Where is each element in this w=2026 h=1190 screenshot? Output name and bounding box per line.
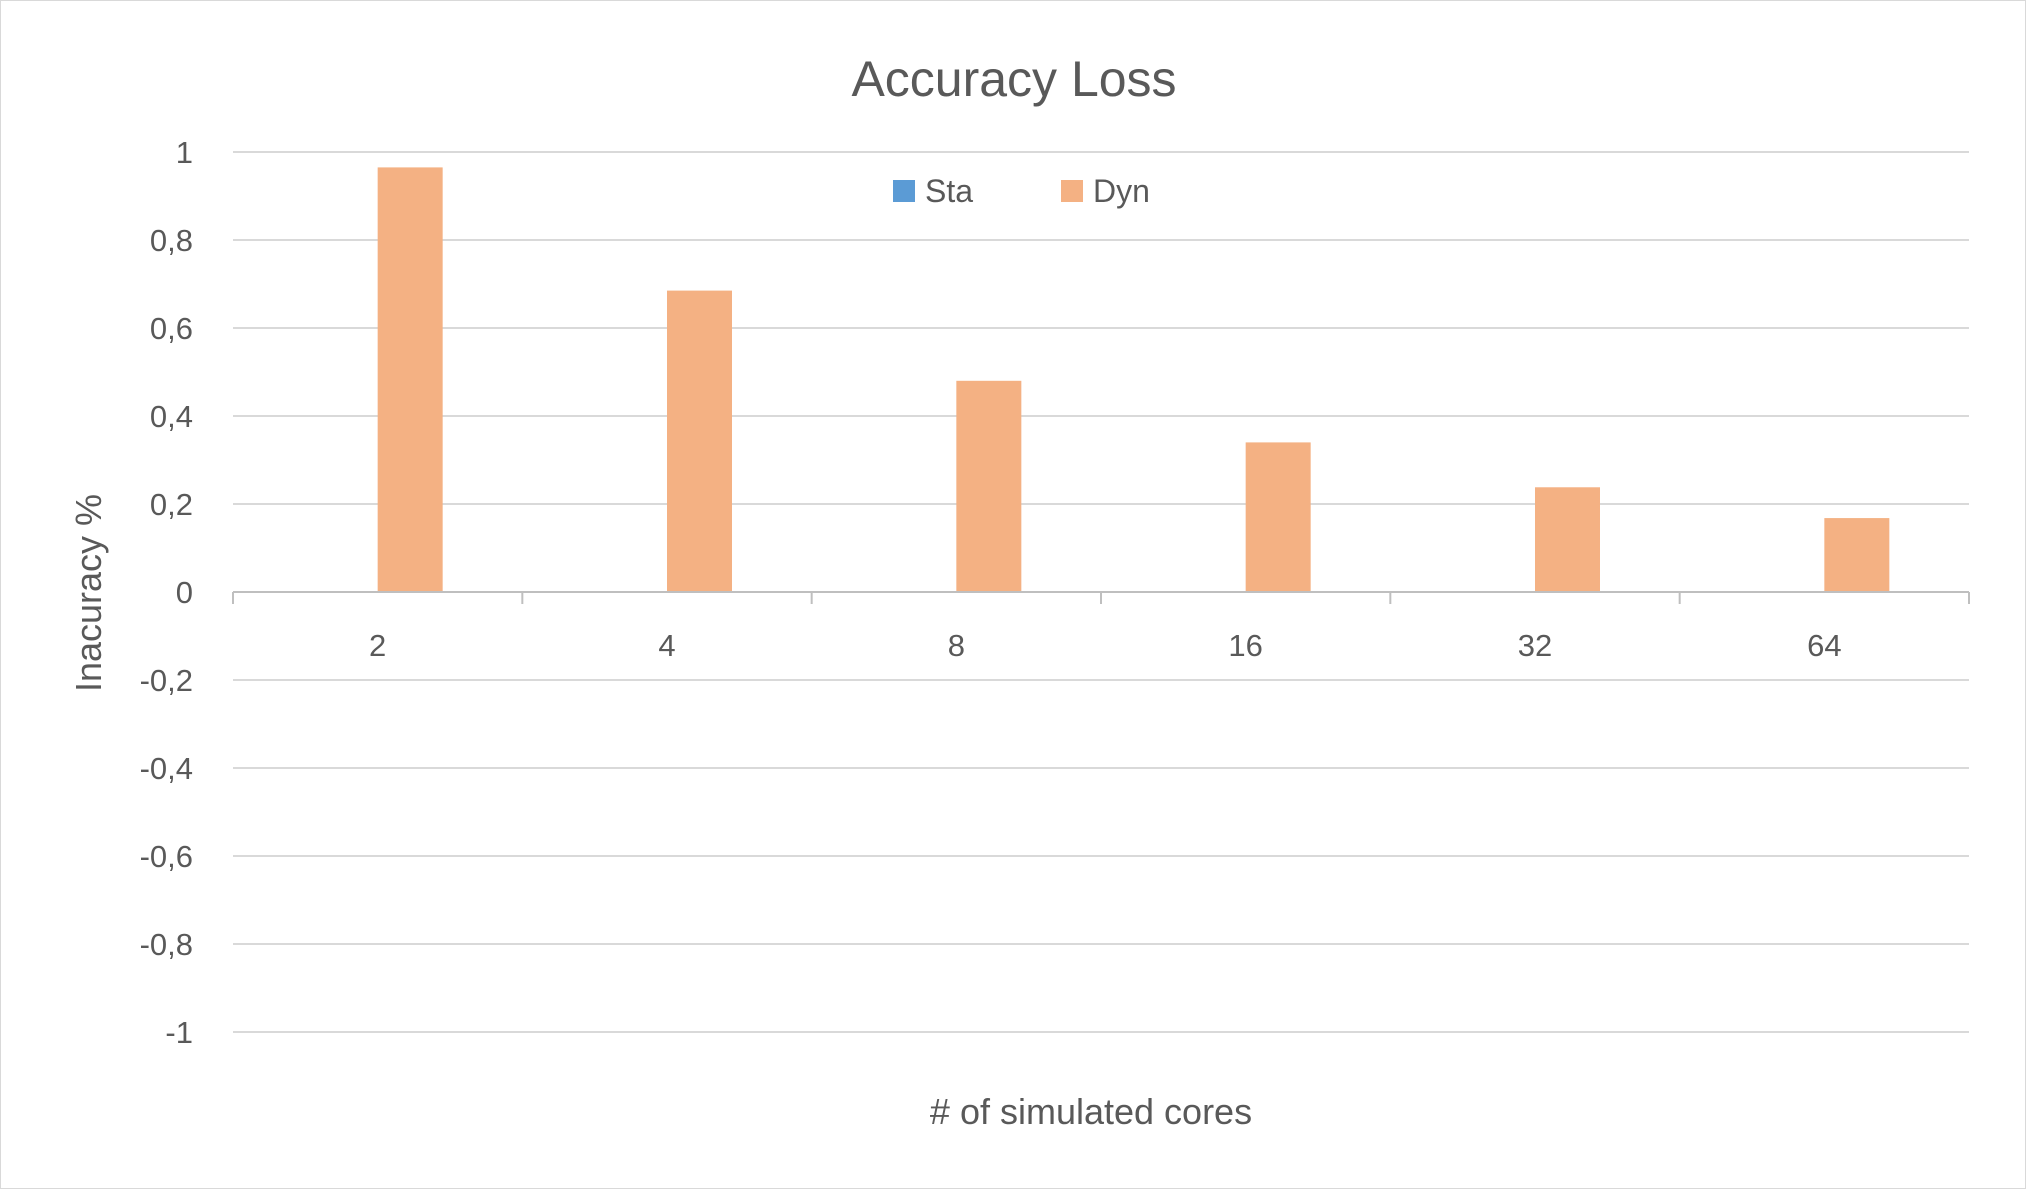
x-tick-label: 64: [1807, 628, 1841, 663]
bar-dyn-16: [1245, 442, 1311, 592]
y-tick-label: 0,6: [150, 311, 193, 346]
x-tick-label: 4: [658, 628, 675, 663]
y-tick-label: -0,4: [140, 751, 193, 786]
legend-label-sta: Sta: [925, 173, 973, 209]
x-tick-label: 32: [1518, 628, 1552, 663]
x-tick-label: 8: [948, 628, 965, 663]
x-tick-labels: 2 4 8 16 32 64: [369, 628, 1842, 663]
legend-label-dyn: Dyn: [1093, 173, 1150, 209]
x-tick-label: 2: [369, 628, 386, 663]
legend-swatch-sta: [893, 180, 915, 202]
x-axis: [232, 591, 1970, 604]
bar-dyn-4: [667, 290, 732, 592]
y-axis-title: Inacuracy %: [68, 494, 109, 692]
bar-dyn-8: [956, 380, 1022, 592]
y-tick-label: 1: [176, 135, 193, 170]
y-tick-label: 0,4: [150, 399, 193, 434]
y-tick-label: -1: [165, 1015, 193, 1050]
y-tick-label: -0,6: [140, 839, 193, 874]
bar-dyn-64: [1824, 518, 1890, 592]
y-tick-label: 0,8: [150, 223, 193, 258]
gridlines: [233, 151, 1969, 1033]
legend: Sta Dyn: [893, 173, 1150, 209]
bars: [377, 167, 1890, 592]
chart-title: Accuracy Loss: [851, 51, 1176, 107]
legend-swatch-dyn: [1061, 180, 1083, 202]
y-tick-label: 0: [176, 575, 193, 610]
bar-dyn-2: [377, 167, 443, 592]
x-tick-label: 16: [1228, 628, 1262, 663]
bar-dyn-32: [1535, 487, 1600, 592]
y-tick-label: 0,2: [150, 487, 193, 522]
y-tick-label: -0,2: [140, 663, 193, 698]
y-tick-labels: 1 0,8 0,6 0,4 0,2 0 -0,2 -0,4 -0,6 -0,8 -1: [140, 135, 193, 1050]
y-tick-label: -0,8: [140, 927, 193, 962]
x-axis-title: # of simulated cores: [930, 1091, 1252, 1132]
